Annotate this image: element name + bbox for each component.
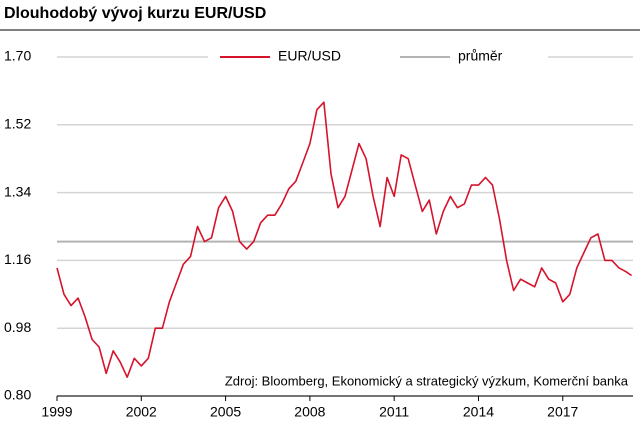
data-line [56, 101, 633, 378]
legend-label: EUR/USD [278, 48, 341, 64]
x-tick-label: 2017 [547, 404, 578, 420]
legend-label: průměr [458, 48, 503, 64]
y-tick-label: 1.52 [4, 116, 31, 132]
x-tick-label: 2011 [379, 404, 409, 420]
y-tick-label: 1.70 [4, 48, 31, 64]
x-tick-label: 2014 [463, 404, 494, 420]
y-tick-label: 0.98 [4, 319, 31, 335]
x-tick-label: 2002 [126, 404, 157, 420]
y-tick-label: 0.80 [4, 387, 31, 403]
x-tick-label: 2008 [294, 404, 325, 420]
source-note: Zdroj: Bloomberg, Ekonomický a strategic… [225, 373, 629, 388]
x-tick-label: 1999 [41, 404, 72, 420]
y-tick-label: 1.16 [4, 251, 31, 267]
x-tick-label: 2005 [210, 404, 241, 420]
y-tick-label: 1.34 [4, 183, 31, 199]
chart-title: Dlouhodobý vývoj kurzu EUR/USD [4, 5, 266, 22]
